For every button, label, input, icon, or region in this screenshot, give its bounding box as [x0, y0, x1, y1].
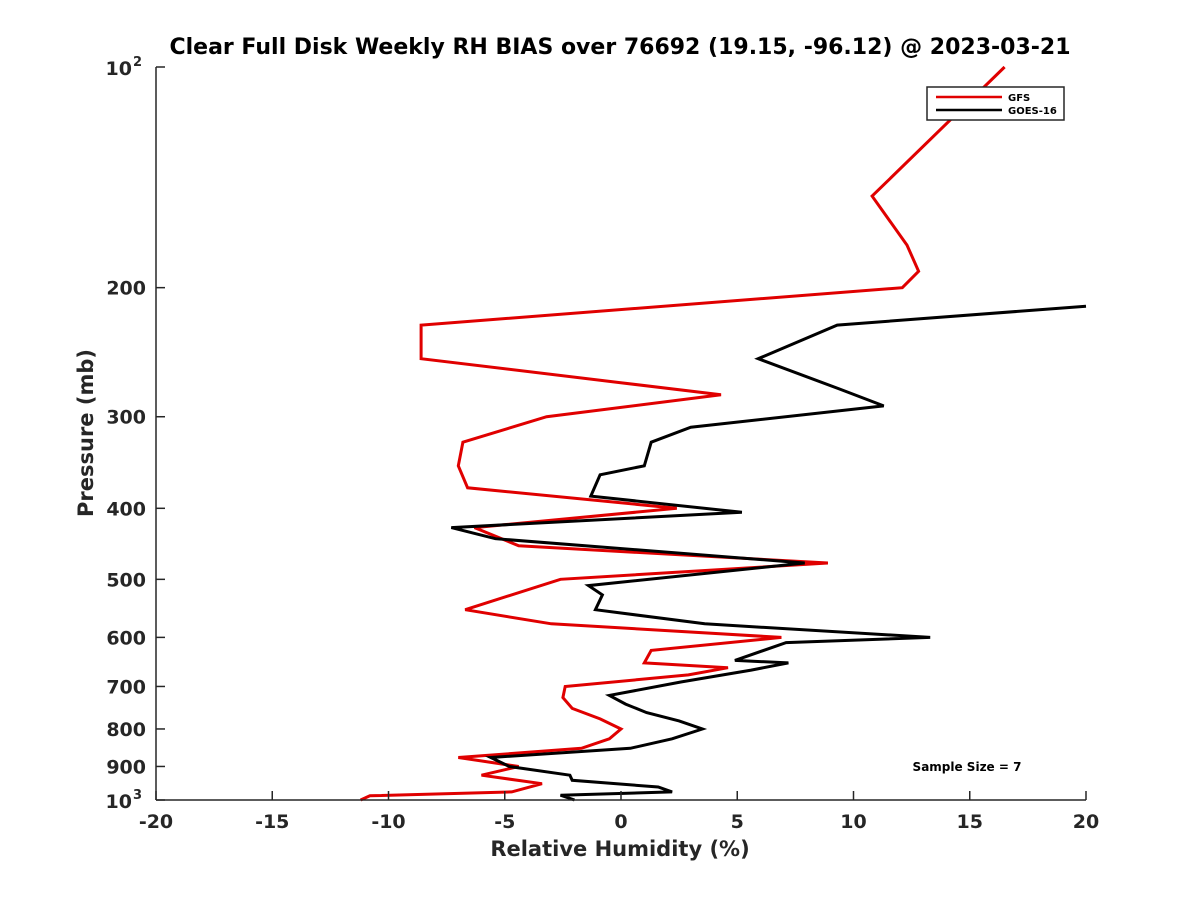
y-tick-label: 500 — [106, 569, 146, 591]
y-tick-label: 300 — [106, 407, 146, 429]
x-axis-label: Relative Humidity (%) — [490, 837, 749, 861]
chart-title: Clear Full Disk Weekly RH BIAS over 7669… — [169, 35, 1070, 60]
y-tick-label: 600 — [106, 627, 146, 649]
x-tick-label: 15 — [957, 811, 983, 833]
x-tick-label: -20 — [139, 811, 173, 833]
series-layer — [359, 65, 1087, 802]
x-tick-label: -15 — [255, 811, 289, 833]
legend-label-gfs: GFS — [1008, 93, 1030, 104]
y-tick-label: 200 — [106, 278, 146, 300]
y-tick-label: 900 — [106, 756, 146, 778]
legend-box — [926, 86, 1065, 121]
y-tick-label: 400 — [106, 498, 146, 520]
y-tick-label: 800 — [106, 719, 146, 741]
y-tick-label: 10 — [106, 58, 132, 80]
y-tick-exponent: 3 — [133, 788, 142, 803]
legend-label-goes16: GOES-16 — [1008, 106, 1057, 117]
x-tick-label: -5 — [494, 811, 515, 833]
x-tick-label: 5 — [731, 811, 744, 833]
x-tick-label: 10 — [840, 811, 866, 833]
x-tick-label: -10 — [371, 811, 405, 833]
y-axis-label: Pressure (mb) — [74, 349, 98, 517]
x-tick-label: 20 — [1073, 811, 1099, 833]
y-tick-label: 700 — [106, 676, 146, 698]
series-line-goes16 — [450, 304, 1087, 802]
legend: GFS GOES-16 — [926, 86, 1065, 121]
x-tick-label: 0 — [614, 811, 627, 833]
y-tick-exponent: 2 — [133, 55, 142, 70]
sample-size-annotation: Sample Size = 7 — [913, 760, 1022, 774]
series-line-gfs — [359, 65, 1006, 802]
y-tick-label: 10 — [106, 791, 132, 813]
